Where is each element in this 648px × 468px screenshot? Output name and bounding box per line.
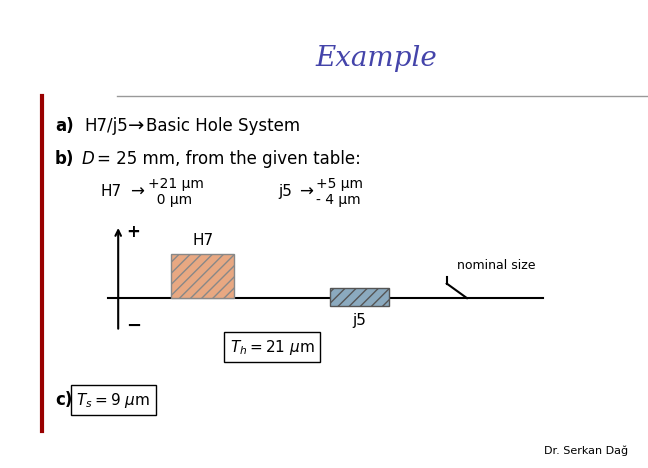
Text: b): b) bbox=[55, 150, 75, 168]
Text: →: → bbox=[128, 117, 145, 136]
Text: 0 μm: 0 μm bbox=[148, 193, 192, 207]
Bar bbox=[171, 254, 235, 298]
Text: H7: H7 bbox=[192, 233, 213, 248]
Text: +5 μm: +5 μm bbox=[316, 177, 364, 191]
Text: = 25 mm, from the given table:: = 25 mm, from the given table: bbox=[97, 150, 361, 168]
Text: Example: Example bbox=[315, 45, 437, 72]
Text: c): c) bbox=[55, 391, 73, 409]
Text: - 4 μm: - 4 μm bbox=[316, 193, 361, 207]
Text: a): a) bbox=[55, 117, 74, 135]
Text: $T_h = 21\ \mu$m: $T_h = 21\ \mu$m bbox=[229, 338, 315, 357]
Bar bbox=[330, 288, 389, 307]
Text: $T_s = 9\ \mu$m: $T_s = 9\ \mu$m bbox=[76, 391, 150, 410]
Text: Basic Hole System: Basic Hole System bbox=[146, 117, 300, 135]
Text: Dr. Serkan Dağ: Dr. Serkan Dağ bbox=[544, 446, 629, 456]
Text: →: → bbox=[299, 183, 313, 201]
Text: +21 μm: +21 μm bbox=[148, 177, 203, 191]
Text: −: − bbox=[126, 317, 141, 335]
Text: →: → bbox=[130, 183, 143, 201]
Text: j5: j5 bbox=[279, 184, 292, 199]
Text: nominal size: nominal size bbox=[457, 259, 535, 272]
Text: +: + bbox=[126, 223, 140, 241]
Text: $D$: $D$ bbox=[81, 150, 95, 168]
Text: H7: H7 bbox=[100, 184, 122, 199]
Text: j5: j5 bbox=[353, 313, 367, 328]
Text: H7/j5: H7/j5 bbox=[84, 117, 128, 135]
